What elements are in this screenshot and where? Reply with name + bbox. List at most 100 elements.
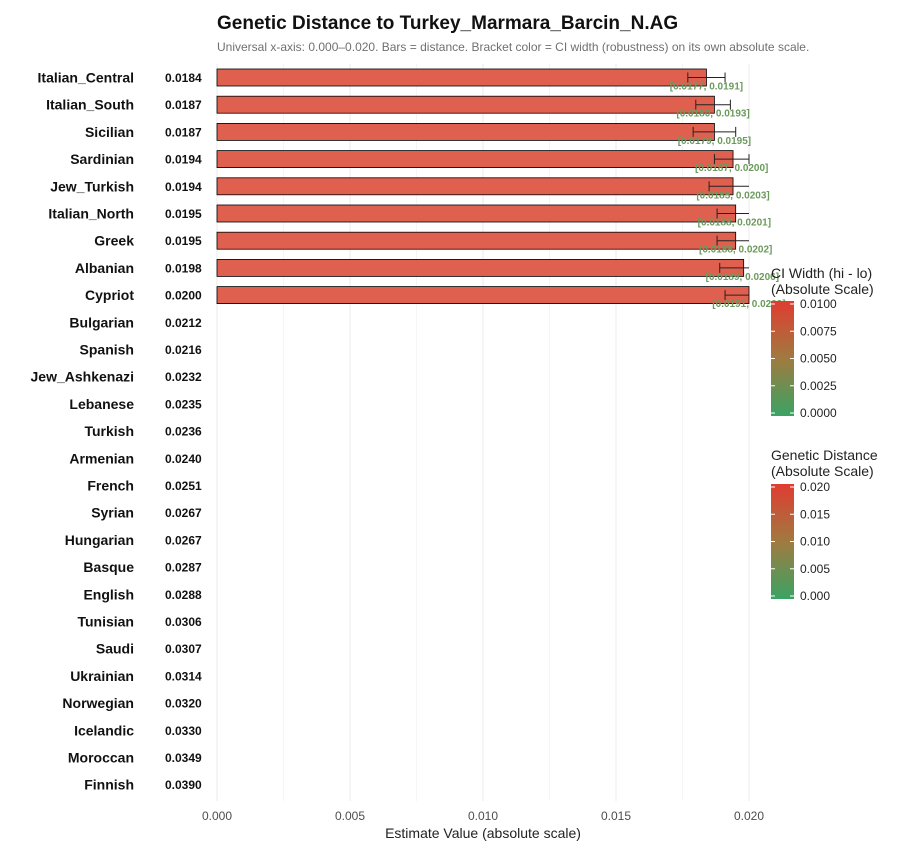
category-label: Albanian [75,260,134,276]
category-label: Armenian [69,450,134,466]
ci-bracket: [0.0187, 0.0200] [695,154,768,174]
category-label: Sicilian [85,124,134,140]
ci-bracket: [0.0177, 0.0191] [670,72,743,93]
ci-bracket: [0.0185, 0.0203] [696,181,770,201]
category-label: Turkish [84,423,134,439]
bar [216,258,745,277]
ci-label: [0.0189, 0.0206] [706,272,779,283]
legend-tick-label: 0.0000 [800,406,837,420]
bar [216,68,707,87]
ci-label: [0.0185, 0.0203] [696,190,769,201]
color-legend: Genetic Distance(Absolute Scale)0.020 0.0… [771,447,878,603]
ci-label: [0.0179, 0.0195] [678,136,751,147]
value-label: 0.0195 [165,207,202,221]
bar [216,231,737,250]
value-label: 0.0187 [165,125,202,139]
legend-tick-label: 0.0075 [800,324,837,338]
legend-tick-label: 0.005 [800,562,830,576]
ci-label: [0.0177, 0.0191] [670,82,743,93]
category-label: Italian_Central [38,70,134,86]
value-label: 0.0236 [165,425,202,439]
x-axis-title: Estimate Value (absolute scale) [385,825,581,841]
value-label: 0.0200 [165,289,202,303]
category-label: Italian_South [46,97,134,113]
category-label: Syrian [91,505,134,521]
value-label: 0.0198 [165,261,202,275]
grid [216,64,750,801]
value-label: 0.0287 [165,561,202,575]
value-label: 0.0314 [165,669,202,683]
legend-colorbar [771,301,794,416]
legend-title: (Absolute Scale) [771,463,874,479]
value-label: 0.0232 [165,370,202,384]
category-label: Finnish [84,777,134,793]
legend-title: CI Width (hi - lo) [771,265,872,281]
bar [216,286,750,305]
value-label: 0.0195 [165,234,202,248]
category-label: Italian_North [48,206,134,222]
ci-brackets: [0.0177, 0.0191] [0.0180, 0.0193] [0.0179,… [670,72,786,310]
bar [216,204,737,223]
ci-label: [0.0188, 0.0201] [698,218,771,229]
legend-tick-label: 0.0100 [800,297,837,311]
ci-label: [0.0187, 0.0200] [695,163,768,174]
value-label: 0.0390 [165,778,202,792]
category-label: French [87,478,134,494]
category-label: Icelandic [74,722,134,738]
value-label: 0.0288 [165,588,202,602]
category-label: Greek [94,233,134,249]
legend-tick-label: 0.010 [800,535,830,549]
legend-tick-label: 0.0025 [800,379,837,393]
x-tick-label: 0.020 [734,809,764,823]
x-tick-label: 0.000 [202,809,232,823]
value-label: 0.0349 [165,751,202,765]
value-label: 0.0187 [165,98,202,112]
category-label: Bulgarian [69,314,134,330]
bar [216,123,715,141]
value-label: 0.0330 [165,724,202,738]
value-label: 0.0216 [165,343,202,357]
value-label: 0.0267 [165,533,202,547]
ci-bracket: [0.0180, 0.0193] [676,99,750,120]
category-label: Cypriot [85,287,134,303]
legend-tick-label: 0.020 [800,480,830,494]
legend-tick-label: 0.0050 [800,352,837,366]
ci-label: [0.0188, 0.0202] [699,245,772,256]
chart-subtitle: Universal x-axis: 0.000–0.020. Bars = di… [217,40,809,54]
value-label: 0.0194 [165,180,202,194]
bars [216,68,750,305]
category-label: Norwegian [62,695,134,711]
ci-bracket: [0.0179, 0.0195] [678,126,751,147]
legend-title: (Absolute Scale) [771,281,874,297]
value-label: 0.0194 [165,153,202,167]
value-label: 0.0320 [165,697,202,711]
ci-bracket: [0.0189, 0.0206] [706,262,779,283]
ci-label: [0.0191, 0.0209] [712,299,785,310]
color-legend: CI Width (hi - lo)(Absolute Scale)0.0100… [771,265,874,420]
value-label: 0.0240 [165,452,202,466]
ci-bracket: [0.0191, 0.0209] [712,290,786,310]
category-label: English [83,586,134,602]
category-label: Jew_Turkish [50,178,134,194]
bar [216,95,715,114]
ci-bracket: [0.0188, 0.0202] [699,235,772,256]
bar [216,150,734,169]
legend-title: Genetic Distance [771,447,878,463]
x-tick-label: 0.005 [335,809,365,823]
category-label: Moroccan [68,750,134,766]
bar [216,177,734,196]
category-label: Jew_Ashkenazi [31,369,135,385]
category-label: Basque [83,559,134,575]
value-label: 0.0184 [165,71,202,85]
category-label: Tunisian [77,614,134,630]
legend-colorbar [771,484,794,599]
legends: CI Width (hi - lo)(Absolute Scale)0.0100… [771,265,878,603]
category-label: Ukrainian [70,668,134,684]
category-label: Spanish [80,342,134,358]
value-label: 0.0267 [165,506,202,520]
category-label: Sardinian [70,151,134,167]
value-label: 0.0307 [165,642,202,656]
category-label: Lebanese [69,396,134,412]
legend-tick-label: 0.015 [800,507,830,521]
